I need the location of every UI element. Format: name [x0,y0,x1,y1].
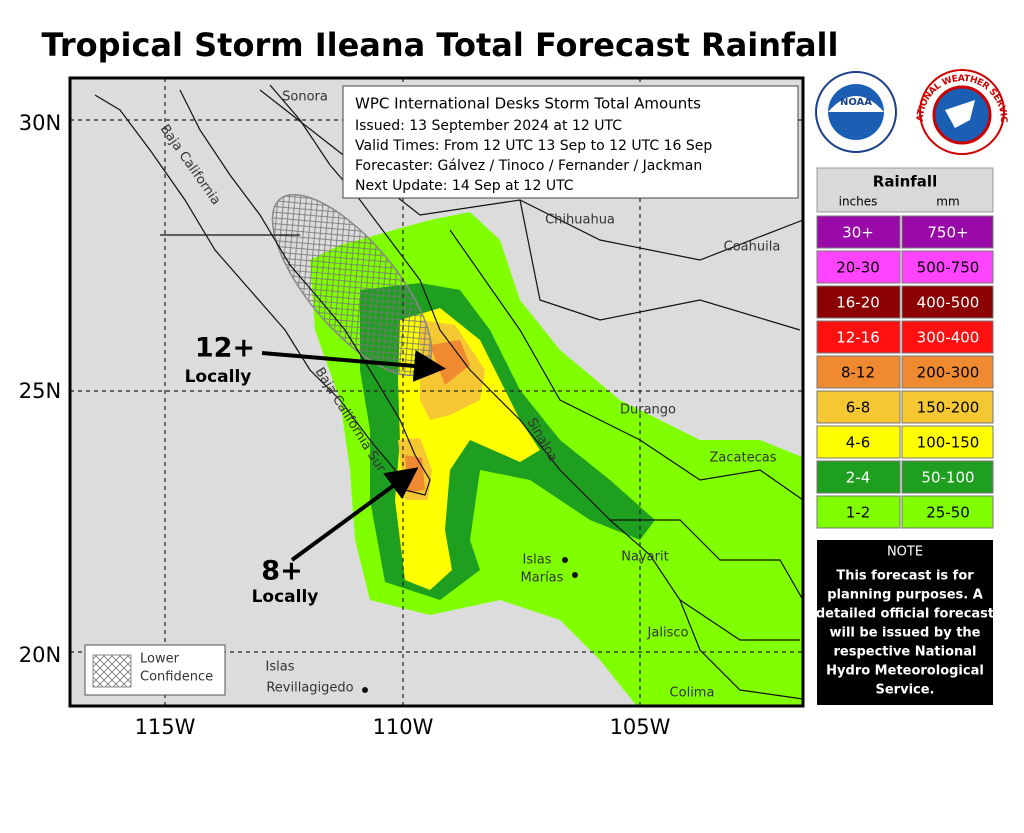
legend-swatch [816,215,901,249]
legend-title: Rainfall [873,173,937,191]
note-line: planning purposes. A [827,588,983,603]
legend-swatch [901,495,994,529]
place-label: Zacatecas [710,451,777,466]
lon-label: 110W [373,715,434,739]
legend-mm: 200-300 [917,364,980,382]
note-line: Hydro Meteorological [826,664,984,679]
legend-swatch [901,425,994,459]
place-label: Islas [523,553,552,568]
legend-inches: 4-6 [846,434,871,452]
legend-swatch [816,355,901,389]
legend-header [816,167,994,213]
annotation-arrow [290,467,419,562]
info-title: WPC International Desks Storm Total Amou… [355,95,701,113]
lon-label: 115W [135,715,196,739]
noaa-logo: NOAA [815,71,897,153]
lon-label: 105W [610,715,671,739]
annotation-amount: 12+ [195,333,255,364]
legend: Rainfall inches mm [816,167,994,213]
legend-swatch [901,285,994,319]
place-label: Nayarit [621,550,668,565]
legend-inches: 16-20 [836,294,880,312]
lat-label: 25N [19,379,61,403]
baja-coast-east [179,89,431,496]
note-line: respective National [833,645,976,660]
annotation-text: Locally [252,587,319,607]
legend-unit: inches [839,195,878,209]
map: Sonora Baja California Chihuahua Coahuil… [70,78,803,706]
place-label: Marías [521,571,564,586]
note-title: NOTE [887,545,923,560]
legend-swatch [901,215,994,249]
note-box [817,540,993,705]
confidence-label: Lower [140,652,180,667]
info-line: Valid Times: From 12 UTC 13 Sep to 12 UT… [355,138,712,154]
legend-swatch [816,250,901,284]
legend-swatch [901,355,994,389]
legend-inches: 6-8 [846,399,871,417]
legend-swatch [816,460,901,494]
place-label: Revillagigedo [266,681,353,696]
legend-mm: 750+ [927,224,968,242]
note-line: will be issued by the [830,626,981,641]
place-label: Coahuila [724,240,781,255]
legend-swatch [816,495,901,529]
legend-swatch [816,320,901,354]
legend-swatch [901,250,994,284]
legend-swatch [901,320,994,354]
info-line: Forecaster: Gálvez / Tinoco / Fernander … [355,158,702,174]
legend-swatch [816,390,901,424]
legend-mm: 400-500 [917,294,980,312]
info-box [342,85,799,199]
annotation-arrow [261,350,446,382]
legend-inches: 20-30 [836,259,880,277]
place-label: Islas [266,660,295,675]
legend-mm: 25-50 [926,504,970,522]
legend-swatch [816,285,901,319]
legend-inches: 8-12 [841,364,875,382]
annotation-amount: 8+ [261,556,302,587]
rain-8-12 [405,340,470,492]
place-label: Chihuahua [545,213,615,228]
place-label: Durango [620,403,676,418]
legend-inches: 1-2 [846,504,871,522]
place-label: Colima [670,686,715,701]
noaa-text: NOAA [840,97,872,108]
lat-label: 20N [19,643,61,667]
legend-mm: 500-750 [917,259,980,277]
legend-inches: 2-4 [846,469,871,487]
confidence-swatch [92,654,132,688]
place-label: Jalisco [647,626,689,641]
info-line: Next Update: 14 Sep at 12 UTC [355,178,574,194]
legend-swatch [901,460,994,494]
note-line: Service. [876,683,935,698]
lat-label: 30N [19,111,61,135]
place-label: Sonora [282,90,328,105]
title: Tropical Storm Ileana Total Forecast Rai… [42,26,839,64]
confidence-label: Confidence [140,670,213,685]
info-line: Issued: 13 September 2024 at 12 UTC [355,118,622,134]
baja-coast-west [94,94,406,491]
legend-swatch [901,390,994,424]
legend-mm: 50-100 [921,469,974,487]
legend-mm: 100-150 [917,434,980,452]
legend-inches: 12-16 [836,329,880,347]
legend-swatch [816,425,901,459]
legend-mm: 300-400 [917,329,980,347]
legend-unit: mm [936,195,959,209]
note-line: This forecast is for [836,569,974,584]
annotation-text: Locally [185,367,252,387]
map-frame [68,76,805,708]
legend-mm: 150-200 [917,399,980,417]
legend-inches: 30+ [842,224,874,242]
state-borders [160,89,803,641]
note-line: detailed official forecast [816,607,994,622]
